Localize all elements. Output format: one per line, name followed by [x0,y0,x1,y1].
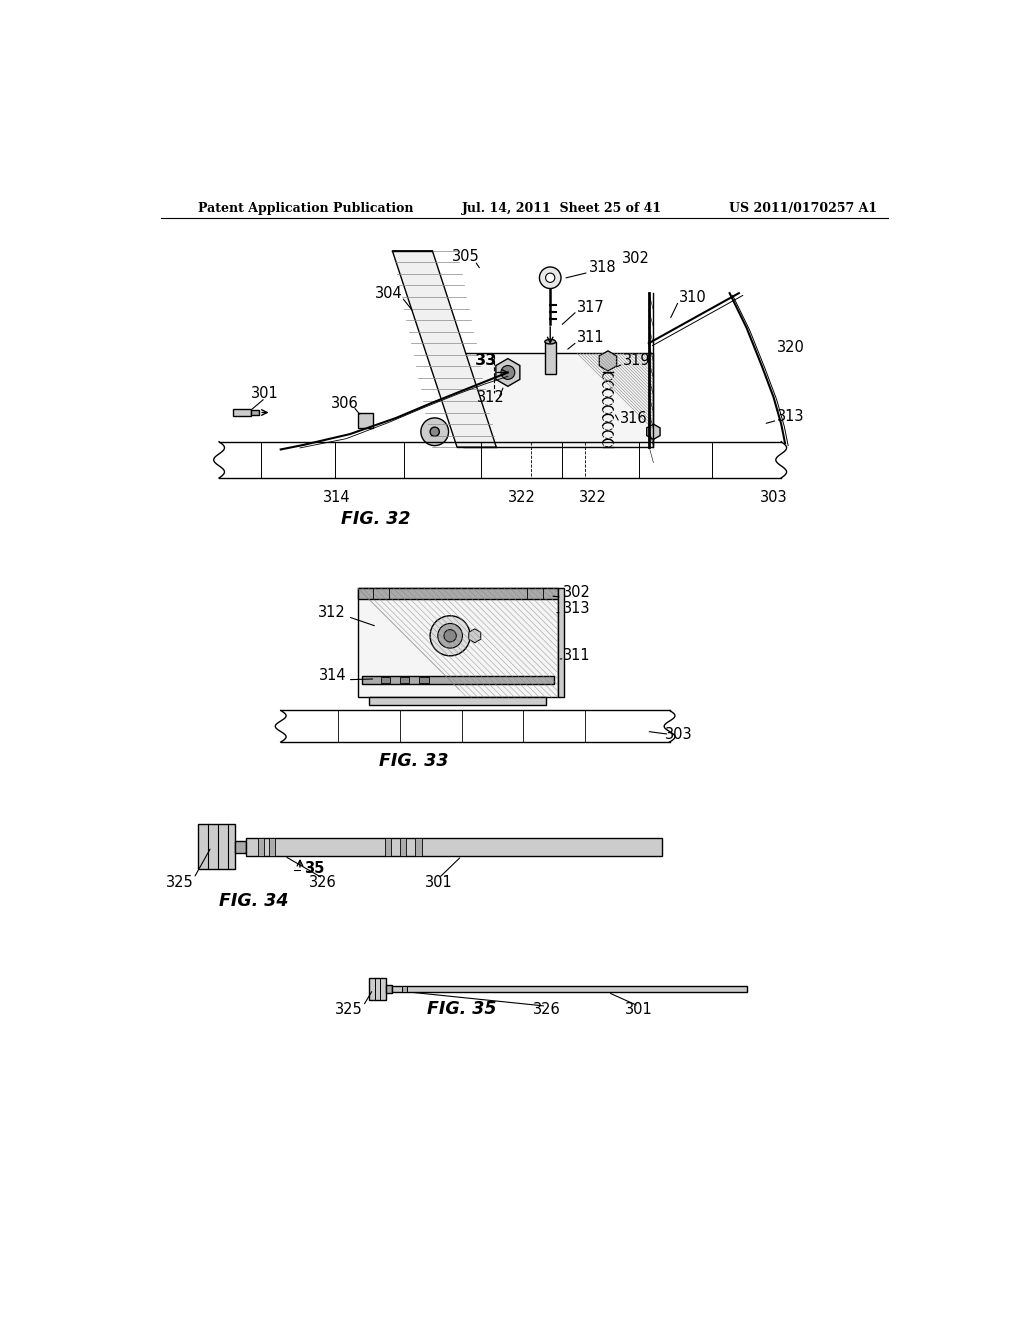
Bar [385,838,391,857]
Text: 317: 317 [578,300,605,314]
Text: 301: 301 [625,1002,652,1016]
Bar [558,589,564,697]
Bar [545,342,556,374]
Circle shape [430,428,439,437]
Text: 320: 320 [777,339,805,355]
Bar [400,677,410,682]
Text: 314: 314 [318,668,346,684]
Circle shape [444,630,457,642]
Text: 305: 305 [452,249,479,264]
Text: 301: 301 [425,875,453,891]
Text: 326: 326 [532,1002,560,1016]
Text: 312: 312 [318,605,346,620]
Circle shape [546,273,555,282]
Text: 303: 303 [665,727,692,742]
Text: FIG. 33: FIG. 33 [379,751,449,770]
Polygon shape [392,251,497,447]
Text: FIG. 32: FIG. 32 [341,510,411,528]
Text: Patent Application Publication: Patent Application Publication [199,202,414,215]
Bar [463,354,652,447]
Bar [416,838,422,857]
Text: 302: 302 [563,585,591,601]
Text: 318: 318 [589,260,616,276]
Bar [357,589,558,599]
Circle shape [430,616,470,656]
Text: 322: 322 [579,490,606,504]
Bar [236,841,246,853]
Text: 311: 311 [563,648,591,663]
Bar [381,677,390,682]
Text: FIG. 34: FIG. 34 [219,892,289,911]
Text: FIG. 35: FIG. 35 [427,1001,497,1018]
Bar [401,986,407,993]
Text: US 2011/0170257 A1: US 2011/0170257 A1 [729,202,878,215]
Bar [400,838,407,857]
Bar [357,589,558,697]
Ellipse shape [545,339,556,345]
Bar [252,411,259,414]
Bar [392,986,746,993]
Text: 311: 311 [578,330,605,346]
Bar [419,677,429,682]
Text: 33: 33 [475,352,498,368]
Text: 319: 319 [624,352,651,368]
Text: 310: 310 [679,289,707,305]
Bar [370,978,386,1001]
Text: 325: 325 [335,1002,364,1016]
Bar [361,676,554,684]
Bar [370,697,547,705]
Circle shape [421,418,449,446]
Text: 306: 306 [331,396,358,411]
Bar [357,413,373,428]
Text: Jul. 14, 2011  Sheet 25 of 41: Jul. 14, 2011 Sheet 25 of 41 [462,202,662,215]
Text: 303: 303 [760,490,787,504]
Circle shape [438,623,463,648]
Text: 301: 301 [252,385,280,401]
Bar [199,825,236,869]
Circle shape [540,267,561,289]
Bar [269,838,275,857]
Bar [233,409,252,416]
Text: 35: 35 [304,861,325,876]
Text: 326: 326 [309,875,337,891]
Text: 316: 316 [620,411,647,426]
Bar [386,985,392,993]
Text: 304: 304 [375,285,402,301]
Text: 313: 313 [777,409,805,424]
Text: 325: 325 [166,875,194,891]
Text: 322: 322 [508,490,536,504]
Bar [246,838,662,857]
Text: 314: 314 [324,490,351,504]
Bar [258,838,264,857]
Text: 313: 313 [563,602,591,616]
Text: 312: 312 [477,389,505,405]
Text: 302: 302 [622,251,649,267]
Circle shape [501,366,515,379]
